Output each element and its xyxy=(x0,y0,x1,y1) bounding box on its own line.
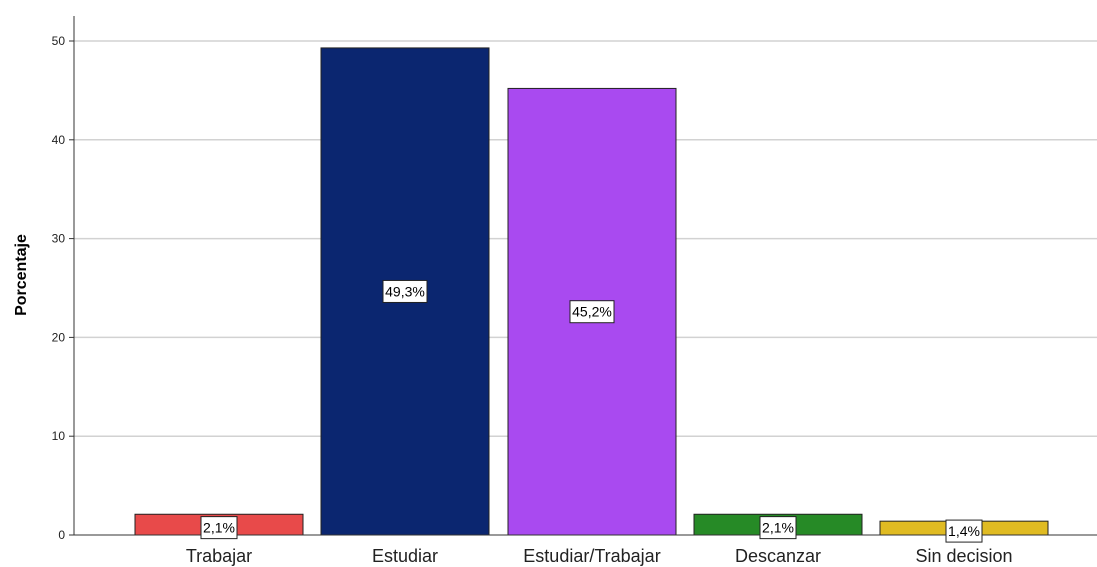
y-tick-label: 10 xyxy=(52,429,66,443)
data-label: 2,1% xyxy=(762,520,794,536)
data-label-box xyxy=(759,516,797,540)
y-tick-label: 20 xyxy=(52,330,66,344)
y-axis-title: Porcentaje xyxy=(13,234,30,316)
data-label-box xyxy=(200,516,238,540)
bars xyxy=(134,47,1049,536)
data-labels: 2,1% 49,3% 45,2% 2,1% 1,4% xyxy=(200,279,983,543)
data-label-box xyxy=(945,519,983,543)
axes: 0 10 20 30 40 50 Trabajar Estudiar Estudiar/Trab… xyxy=(13,16,1097,566)
y-tick-label: 40 xyxy=(52,133,66,147)
data-label: 1,4% xyxy=(948,523,980,539)
data-label-box xyxy=(569,300,615,324)
x-category-label: Estudiar/Trabajar xyxy=(523,546,660,566)
data-label-box xyxy=(382,279,428,303)
x-category-label: Estudiar xyxy=(372,546,438,566)
y-tick-label: 30 xyxy=(52,232,66,246)
data-label: 2,1% xyxy=(203,520,235,536)
data-label: 49,3% xyxy=(385,283,425,299)
x-category-label: Trabajar xyxy=(186,546,252,566)
y-tick-label: 50 xyxy=(52,34,66,48)
data-label: 45,2% xyxy=(572,304,612,320)
x-category-label: Descanzar xyxy=(735,546,821,566)
y-tick-label: 0 xyxy=(58,528,65,542)
x-category-label: Sin decision xyxy=(915,546,1012,566)
